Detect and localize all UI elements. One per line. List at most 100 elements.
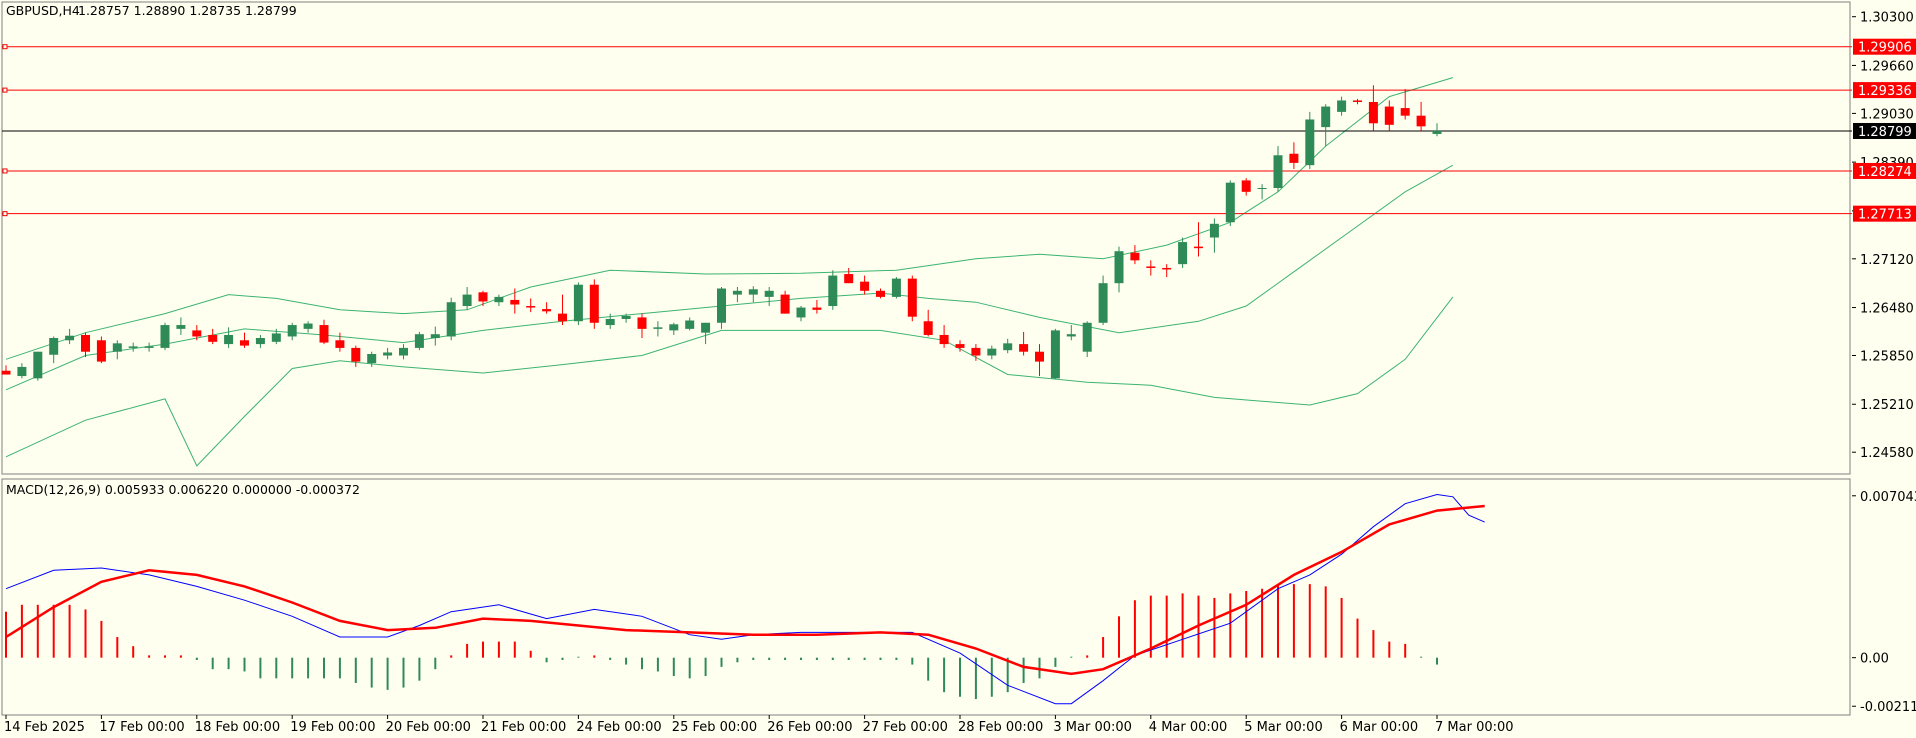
candle	[462, 286, 472, 310]
candle-body	[399, 347, 408, 356]
candle	[1225, 180, 1235, 227]
candle	[1, 365, 11, 375]
candle	[255, 334, 265, 348]
time-tick-label: 7 Mar 00:00	[1435, 720, 1514, 735]
candle-body	[1130, 252, 1140, 261]
current-price-tag	[1853, 122, 1916, 139]
candle	[589, 279, 599, 329]
candle-body	[255, 338, 265, 345]
candle-body	[128, 346, 138, 348]
price-panel[interactable]: 1.303001.296601.290301.283901.277501.271…	[1, 1, 1916, 475]
candle-body	[1400, 108, 1410, 116]
candle	[1305, 111, 1315, 169]
candle-body	[1257, 188, 1267, 190]
macd-panel-frame	[1, 478, 1851, 716]
candle	[351, 345, 361, 367]
candle-body	[907, 278, 917, 317]
macd-label: MACD(12,26,9) 0.005933 0.006220 0.000000…	[6, 482, 360, 497]
candle	[748, 286, 758, 303]
candle	[128, 342, 138, 352]
candle	[1146, 260, 1156, 276]
price-tick-label: 1.26480	[1860, 302, 1914, 317]
candle-body	[192, 330, 202, 337]
candle-body	[383, 352, 393, 356]
candle	[844, 267, 854, 284]
candle	[860, 275, 870, 295]
candle	[542, 302, 552, 314]
candle-body	[1337, 100, 1347, 112]
candle	[1178, 237, 1188, 268]
price-tick-label: 1.29660	[1860, 59, 1914, 74]
candle-body	[224, 334, 234, 345]
price-tag	[1853, 38, 1916, 55]
line-anchor[interactable]	[2, 87, 8, 93]
line-anchor[interactable]	[2, 44, 8, 50]
macd-tick-label: 0.00	[1860, 652, 1889, 667]
candle-body	[1019, 344, 1029, 352]
time-tick-label: 14 Feb 2025	[4, 720, 85, 735]
candle-body	[1194, 246, 1203, 249]
price-tags: 1.29906 1.29336 1.28274 1.27713 1.28799	[1853, 38, 1916, 223]
candle	[1098, 275, 1108, 326]
candle	[49, 336, 59, 364]
price-tag	[1853, 162, 1916, 179]
candle-body	[717, 288, 726, 323]
candle-body	[1098, 283, 1108, 323]
candle-body	[1416, 115, 1426, 127]
price-tick-label: 1.30300	[1860, 11, 1914, 26]
time-tick-label: 3 Mar 00:00	[1053, 720, 1132, 735]
time-tick-label: 4 Mar 00:00	[1149, 720, 1228, 735]
line-anchor[interactable]	[2, 211, 8, 217]
price-tick-label: 1.25210	[1860, 398, 1914, 413]
macd-lines	[5, 493, 1485, 705]
candle	[780, 290, 790, 314]
candle	[494, 294, 504, 307]
macd-tick-label: -0.002112	[1860, 700, 1916, 715]
candle-body	[271, 333, 281, 342]
candle	[446, 297, 456, 341]
bollinger-upper-band	[5, 77, 1454, 360]
candle-body	[462, 294, 472, 307]
candle	[430, 326, 440, 346]
candle-body	[971, 347, 981, 356]
candle	[478, 290, 488, 307]
candle	[287, 322, 297, 341]
candle	[1066, 325, 1076, 341]
candle-body	[494, 296, 504, 303]
candle-body	[828, 275, 838, 307]
candle-body	[81, 334, 90, 352]
candle-body	[1162, 267, 1172, 270]
candle	[510, 288, 520, 314]
candle-body	[987, 348, 997, 356]
macd-panel[interactable]: 0.007043 0.00 -0.002112 MACD(12,26,9) 0.00…	[1, 478, 1916, 716]
price-tick-label: 1.29030	[1860, 107, 1914, 122]
candle	[891, 277, 901, 299]
candle-body	[17, 366, 27, 377]
candle-body	[510, 299, 520, 305]
candle	[621, 313, 631, 323]
candle	[955, 340, 965, 352]
macd-histogram	[5, 584, 1438, 700]
price-tick-label: 1.24580	[1860, 446, 1914, 461]
candle-body	[844, 274, 854, 284]
candle-body	[669, 324, 679, 331]
candle	[1130, 245, 1140, 265]
time-tick-label: 24 Feb 00:00	[576, 720, 661, 735]
time-tick-label: 17 Feb 00:00	[99, 720, 184, 735]
candle	[144, 342, 154, 352]
price-panel-frame	[1, 1, 1851, 475]
candle	[1257, 184, 1267, 200]
candle-body	[701, 322, 711, 333]
candle	[112, 340, 122, 360]
bollinger-bands	[5, 77, 1454, 467]
candle	[1273, 146, 1283, 192]
candle	[319, 319, 329, 345]
candle	[1384, 100, 1394, 131]
horizontal-lines[interactable]	[2, 44, 1852, 217]
candle	[701, 322, 711, 345]
line-anchor[interactable]	[2, 168, 8, 174]
candle-body	[160, 325, 170, 348]
candle	[732, 286, 742, 303]
candle	[987, 345, 997, 360]
